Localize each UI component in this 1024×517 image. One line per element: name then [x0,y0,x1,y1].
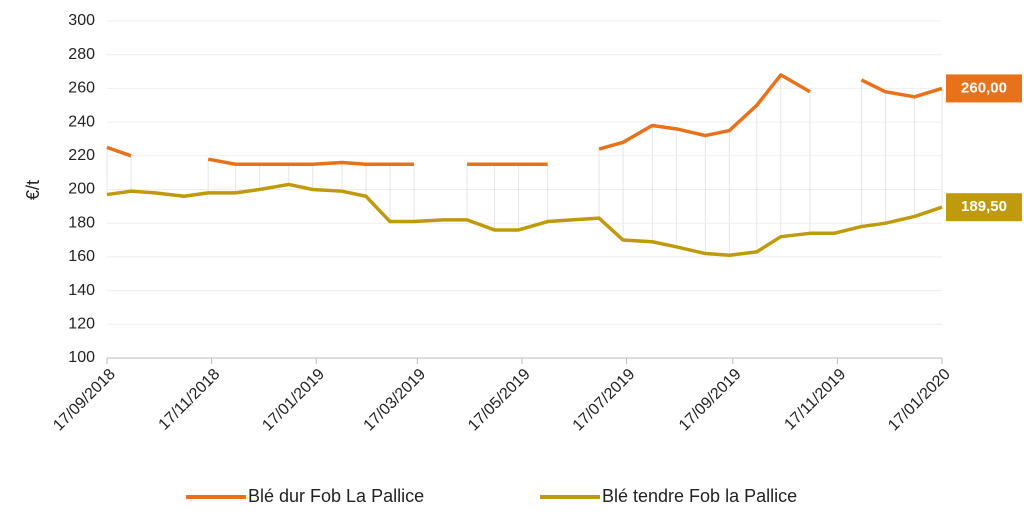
y-tick-label: 300 [68,12,95,29]
x-tick-label: 17/09/2018 [50,366,119,435]
legend-label: Blé tendre Fob la Pallice [602,486,797,506]
series-line [207,157,414,166]
y-tick-label: 260 [68,80,95,97]
y-tick-label: 180 [68,214,95,231]
y-tick-label: 240 [68,113,95,130]
x-tick-label: 17/01/2019 [259,366,328,435]
y-tick-label: 140 [68,282,95,299]
x-tick-label: 17/05/2019 [465,366,534,435]
y-tick-label: 220 [68,147,95,164]
x-tick-label: 17/07/2019 [570,366,639,435]
x-tick-label: 17/01/2020 [885,366,954,435]
y-axis-label: €/t [23,180,43,200]
y-tick-label: 160 [68,248,95,265]
series-line [598,73,811,151]
x-tick-label: 17/11/2019 [781,366,849,434]
x-tick-label: 17/03/2019 [361,366,430,435]
series-line [106,145,132,158]
end-label: 189,50 [961,198,1007,215]
series-line [106,182,943,257]
end-label-box [946,74,1022,103]
end-label: 260,00 [961,79,1007,96]
y-tick-label: 200 [68,181,95,198]
end-label-box [946,193,1022,222]
series-line [860,78,943,99]
x-tick-label: 17/11/2018 [156,366,224,434]
legend-label: Blé dur Fob La Pallice [248,486,424,506]
y-tick-label: 100 [68,349,95,366]
y-tick-label: 280 [68,46,95,63]
x-tick-label: 17/09/2019 [676,366,745,435]
y-tick-label: 120 [68,316,95,333]
